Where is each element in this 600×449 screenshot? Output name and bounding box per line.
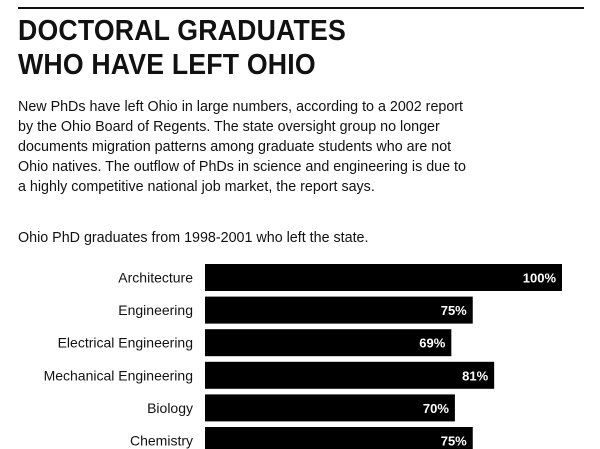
intro-line-3: documents migration patterns among gradu…: [18, 139, 452, 155]
value-label: 100%: [523, 271, 557, 286]
chart-subtitle: Ohio PhD graduates from 1998-2001 who le…: [18, 230, 369, 246]
bar: [205, 427, 473, 449]
intro-line-2: by the Ohio Board of Regents. The state …: [18, 119, 440, 135]
category-label: Mechanical Engineering: [44, 367, 193, 383]
value-label: 70%: [423, 401, 449, 416]
value-label: 75%: [441, 434, 467, 449]
value-label: 69%: [419, 336, 445, 351]
bar: [205, 361, 495, 389]
category-label: Electrical Engineering: [58, 335, 193, 351]
title-line-2: WHO HAVE LEFT OHIO: [18, 49, 316, 81]
value-label: 81%: [462, 368, 488, 383]
bar: [205, 329, 452, 357]
bar: [205, 394, 455, 422]
intro-line-1: New PhDs have left Ohio in large numbers…: [18, 99, 464, 115]
category-label: Engineering: [118, 302, 193, 318]
bar: [205, 264, 562, 291]
intro-paragraph: New PhDs have left Ohio in large numbers…: [18, 97, 583, 197]
chart-title: DOCTORAL GRADUATES WHO HAVE LEFT OHIO: [18, 14, 533, 82]
category-label: Chemistry: [130, 433, 193, 449]
category-label: Biology: [147, 400, 193, 416]
title-line-1: DOCTORAL GRADUATES: [18, 15, 346, 47]
category-label: Architecture: [118, 270, 193, 286]
intro-line-5: a highly competitive national job market…: [18, 179, 375, 195]
intro-line-4: Ohio natives. The outflow of PhDs in sci…: [18, 159, 466, 175]
bar: [205, 296, 473, 324]
top-rule: [18, 7, 584, 9]
value-label: 75%: [441, 303, 467, 318]
